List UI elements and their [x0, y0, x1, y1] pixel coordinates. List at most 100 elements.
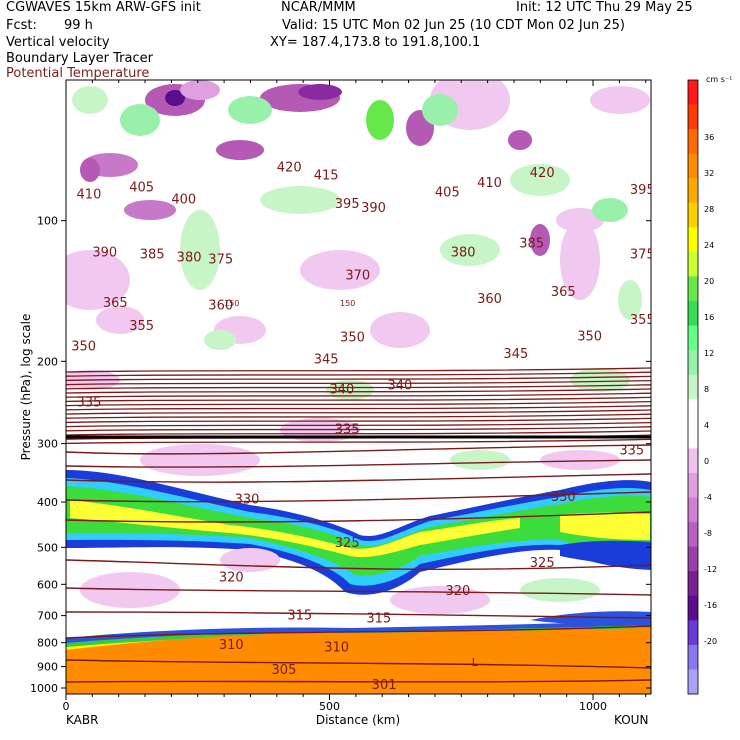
theta-label-3: 420 [277, 161, 302, 176]
colorbar-swatch-9 [688, 301, 698, 326]
tracer-orange-layer [66, 628, 651, 694]
colorbar-swatch-3 [688, 153, 698, 179]
vv-blob-24 [220, 548, 280, 572]
theta-upper-line-1 [66, 371, 651, 377]
vv-blob-39 [450, 450, 510, 470]
colorbar-label-1: 32 [704, 169, 714, 178]
theta-upper-line-2 [66, 375, 651, 382]
x-axis-label: Distance (km) [316, 713, 400, 727]
y-tick-label-1: 200 [37, 355, 58, 368]
theta-label-28: 345 [314, 352, 339, 367]
header-field2: Boundary Layer Tracer [6, 51, 153, 66]
theta-label-26: 350 [340, 331, 365, 346]
colorbar-swatch-5 [688, 202, 698, 228]
colorbar-swatch-0 [688, 80, 698, 105]
header-xy: XY= 187.4,173.8 to 191.8,100.1 [270, 35, 481, 50]
vv-blob-29 [366, 100, 394, 140]
theta-upper-line-4 [66, 384, 651, 390]
theta-label-14: 375 [208, 252, 233, 267]
theta-upper-line-10 [66, 409, 651, 415]
theta-label-29: 345 [503, 347, 528, 362]
y-tick-label-8: 900 [37, 661, 58, 674]
theta-label-46: 301 [372, 678, 397, 693]
theta-label-35: 330 [235, 492, 260, 507]
theta-label-43: 310 [219, 638, 244, 653]
theta-label-1: 405 [129, 181, 154, 196]
theta-label-27: 350 [577, 330, 602, 345]
theta-label-19: 365 [103, 296, 128, 311]
colorbar-label-9: 0 [704, 457, 709, 466]
y-tick-label-0: 100 [37, 215, 58, 228]
vv-blob-6 [216, 140, 264, 160]
theta-lower-line-5 [66, 559, 651, 570]
colorbar-swatch-21 [688, 595, 698, 621]
theta-label-15: 380 [451, 246, 476, 261]
theta-lower-line-3 [66, 491, 651, 503]
theta-label-22: 365 [551, 285, 576, 300]
theta-lower-line-7 [66, 611, 651, 619]
tracer-band-blue-east [560, 540, 651, 566]
theta-lower-line-0 [66, 444, 651, 455]
theta-label-24: 355 [630, 313, 655, 328]
tropopause-label-0: 150 [224, 299, 239, 308]
colorbar-swatch-24 [688, 669, 698, 695]
theta-upper-line-13 [66, 421, 651, 428]
theta-label-40: 320 [445, 584, 470, 599]
colorbar-swatch-14 [688, 423, 698, 449]
colorbar-swatch-10 [688, 325, 698, 351]
theta-label-32: 335 [77, 396, 102, 411]
theta-label-5: 395 [335, 197, 360, 212]
theta-label-45: 305 [272, 663, 297, 678]
vv-blob-30 [422, 94, 458, 126]
vv-blob-27 [120, 104, 160, 136]
colorbar-label-4: 20 [704, 277, 714, 286]
colorbar-swatch-11 [688, 350, 698, 376]
tracer-band-yellow-east [560, 512, 650, 540]
vv-blob-31 [592, 198, 628, 222]
colorbar-swatch-4 [688, 178, 698, 204]
x-tick-label-0: 0 [63, 700, 70, 713]
x-tick-label-1: 500 [319, 700, 340, 713]
theta-upper-line-9 [66, 405, 651, 411]
theta-lower-line-4 [66, 511, 651, 523]
vv-blob-34 [440, 234, 500, 266]
colorbar-swatch-19 [688, 546, 698, 572]
theta-label-36: 330 [551, 490, 576, 505]
colorbar-swatch-8 [688, 276, 698, 302]
theta-label-9: 420 [530, 166, 555, 181]
vv-blob-9 [66, 250, 130, 310]
colorbar-units: cm s⁻¹ [706, 75, 732, 84]
colorbar-swatch-23 [688, 644, 698, 670]
theta-label-34: 335 [619, 443, 644, 458]
theta-label-39: 320 [219, 570, 244, 585]
theta-lower-line-10 [66, 679, 651, 683]
vv-blob-32 [260, 186, 340, 214]
colorbar-swatch-18 [688, 522, 698, 548]
y-tick-label-2: 300 [37, 438, 58, 451]
theta-label-13: 380 [177, 251, 202, 266]
vv-blob-8 [508, 130, 532, 150]
vv-blob-12 [370, 312, 430, 348]
header-org: NCAR/MMM [281, 0, 356, 15]
y-tick-label-3: 400 [37, 496, 58, 509]
y-axis-label: Pressure (hPa), log scale [19, 314, 33, 461]
colorbar-swatch-13 [688, 399, 698, 425]
colorbar-label-10: -4 [704, 493, 712, 502]
theta-lower-line-8 [66, 625, 651, 639]
tracer-band-yellow [70, 500, 520, 558]
theta-label-18: 370 [345, 268, 370, 283]
tracer-band-green [66, 486, 651, 576]
vv-blob-15 [180, 80, 220, 100]
colorbar-swatch-16 [688, 472, 698, 498]
theta-lower-line-2 [66, 473, 651, 483]
tropopause-label-1: 150 [340, 299, 355, 308]
y-tick-label-4: 500 [37, 541, 58, 554]
vv-blob-5 [124, 200, 176, 220]
y-tick-label-5: 600 [37, 578, 58, 591]
theta-label-21: 360 [477, 292, 502, 307]
theta-upper-line-11 [66, 413, 651, 419]
vv-blob-43 [530, 224, 550, 256]
header-fcst-label: Fcst: [6, 18, 37, 33]
colorbar-label-5: 16 [704, 313, 714, 322]
colorbar-label-11: -8 [704, 529, 712, 538]
